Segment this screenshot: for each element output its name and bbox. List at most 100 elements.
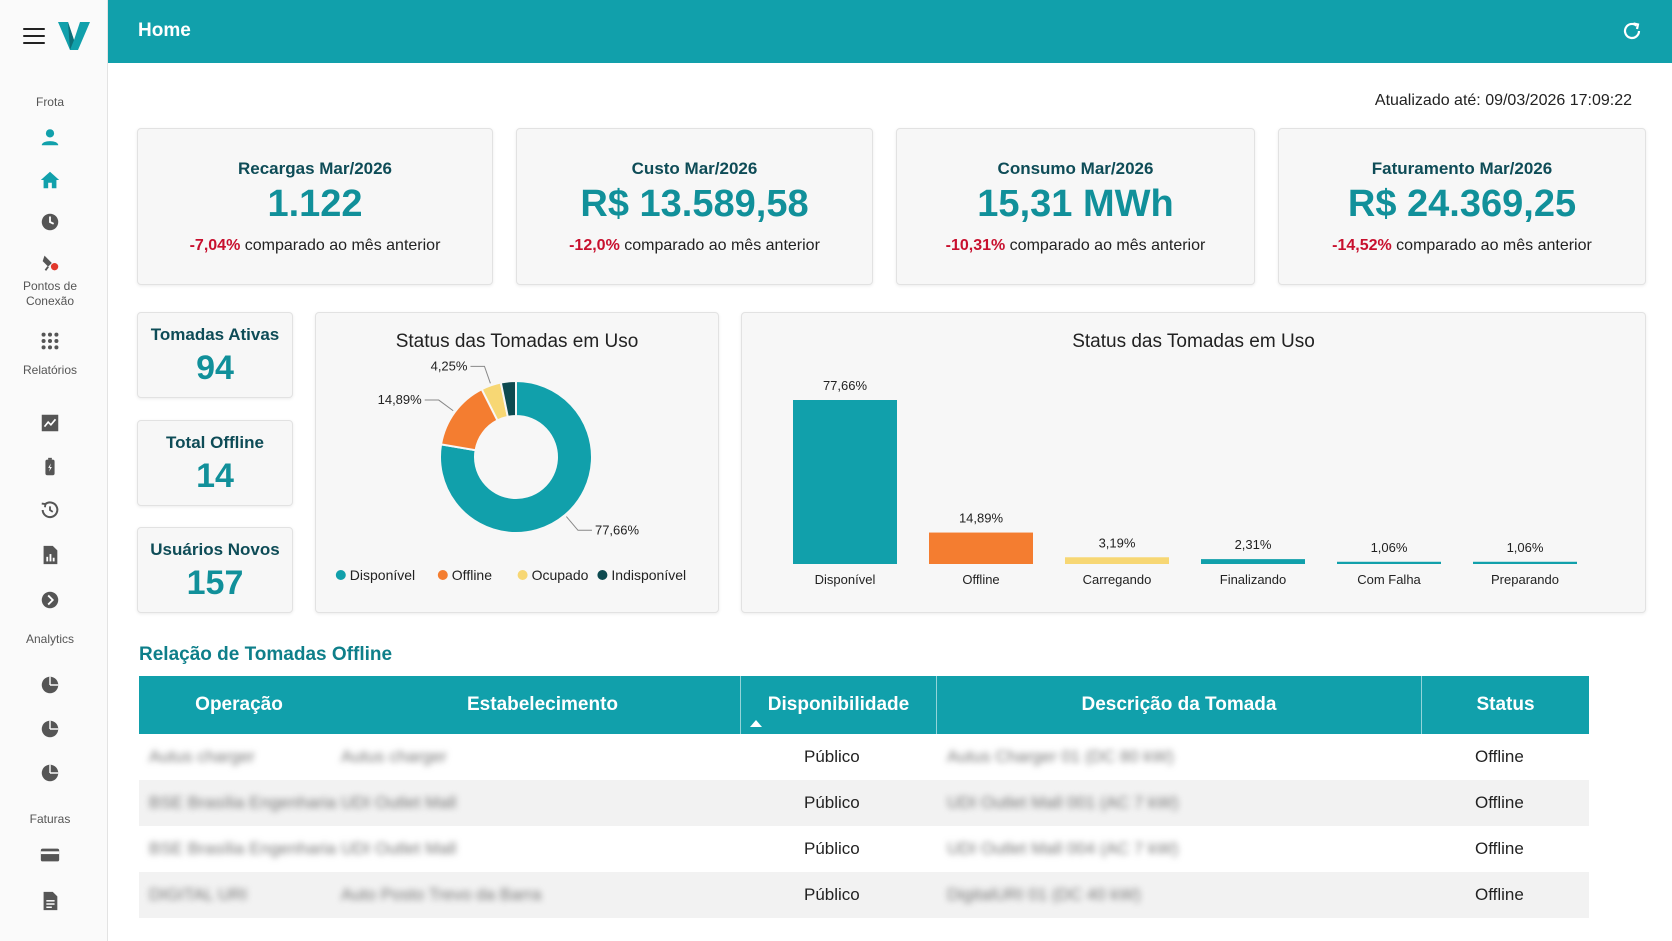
donut-leader-line: [424, 399, 454, 412]
document-chart-icon[interactable]: [36, 541, 64, 569]
stat-value: 94: [196, 349, 234, 387]
table-row[interactable]: BSE Brasília Engenharia UDI Outlet Mall …: [139, 780, 1589, 826]
table-header: Operação Estabelecimento Disponibilidade…: [139, 676, 1589, 734]
kpi-delta-text: comparado ao mês anterior: [619, 237, 820, 254]
grid-dots-icon[interactable]: [36, 327, 64, 355]
cell-status: Offline: [1475, 793, 1524, 812]
bar-data-label: 1,06%: [1507, 540, 1544, 555]
sidebar: Frota Pontos de Conexão Relatórios Analy…: [0, 0, 108, 941]
bar-category-label: Com Falha: [1357, 572, 1421, 587]
kpi-delta-percent: -12,0%: [569, 237, 620, 254]
bar-category-label: Finalizando: [1220, 572, 1287, 587]
cell-descricao: UDI Outlet Mall 001 (AC 7 kW): [947, 793, 1179, 812]
bar-data-label: 14,89%: [959, 511, 1004, 526]
bar-data-label: 77,66%: [823, 378, 868, 393]
donut-slice-indisponível[interactable]: [499, 379, 517, 419]
cell-status: Offline: [1475, 839, 1524, 858]
donut-slice-disponível[interactable]: [439, 379, 593, 534]
table-row[interactable]: DIGITAL URI Auto Posto Trevo da Barra Pú…: [139, 872, 1589, 918]
table-row[interactable]: BSE Brasília Engenharia UDI Outlet Mall …: [139, 826, 1589, 872]
sort-ascending-icon[interactable]: [749, 718, 763, 728]
kpi-card-custo: Custo Mar/2026 R$ 13.589,58 -12,0% compa…: [516, 128, 873, 285]
line-chart-icon[interactable]: [36, 409, 64, 437]
stat-value: 157: [186, 564, 244, 602]
plug-alert-icon[interactable]: [36, 249, 64, 277]
column-header-operacao[interactable]: Operação: [195, 694, 283, 715]
kpi-delta: -7,04% comparado ao mês anterior: [138, 237, 492, 255]
kpi-label: Recargas Mar/2026: [237, 159, 393, 178]
kpi-card-recargas: Recargas Mar/2026 1.122 -7,04% comparado…: [137, 128, 493, 285]
column-header-estabelecimento[interactable]: Estabelecimento: [467, 694, 618, 715]
pie-chart-icon[interactable]: [36, 715, 64, 743]
cell-disponibilidade: Público: [804, 793, 860, 812]
history-icon[interactable]: [36, 496, 64, 524]
battery-charge-icon[interactable]: [36, 453, 64, 481]
user-icon[interactable]: [36, 123, 64, 151]
pie-chart-icon[interactable]: [36, 671, 64, 699]
kpi-delta-text: comparado ao mês anterior: [1005, 237, 1206, 254]
bar-preparando[interactable]: [1473, 561, 1577, 564]
cell-status: Offline: [1475, 885, 1524, 904]
stat-label: Usuários Novos: [150, 540, 280, 559]
brand-logo: [58, 22, 90, 50]
cell-operacao: BSE Brasília Engenharia: [149, 839, 337, 858]
menu-icon[interactable]: [23, 28, 45, 44]
sidebar-section-analytics: Analytics: [25, 632, 75, 646]
bar-offline[interactable]: [929, 532, 1033, 564]
legend-item-ocupado[interactable]: Ocupado: [532, 567, 589, 583]
legend-item-disponível[interactable]: Disponível: [350, 567, 415, 583]
column-header-descricao[interactable]: Descrição da Tomada: [936, 676, 1421, 734]
stat-card-tomadas-ativas: Tomadas Ativas 94: [137, 312, 293, 398]
bar-com-falha[interactable]: [1337, 561, 1441, 564]
kpi-delta-text: comparado ao mês anterior: [240, 237, 441, 254]
cell-descricao: UDI Outlet Mall 004 (AC 7 kW): [947, 839, 1179, 858]
column-header-status[interactable]: Status: [1421, 676, 1589, 734]
bar-category-label: Disponível: [815, 572, 876, 587]
kpi-label: Faturamento Mar/2026: [1371, 159, 1553, 178]
kpi-delta: -12,0% comparado ao mês anterior: [517, 237, 872, 255]
credit-card-icon[interactable]: [36, 841, 64, 869]
kpi-delta: -10,31% comparado ao mês anterior: [897, 237, 1254, 255]
invoice-icon[interactable]: [36, 887, 64, 915]
arrow-circle-icon[interactable]: [36, 586, 64, 614]
clock-icon[interactable]: [36, 208, 64, 236]
cell-estabelecimento: UDI Outlet Mall: [341, 793, 457, 812]
bar-carregando[interactable]: [1065, 557, 1169, 564]
cell-operacao: DIGITAL URI: [149, 885, 248, 904]
top-bar: Home: [108, 0, 1672, 63]
sidebar-section-pontos: Pontos de Conexão: [22, 279, 78, 308]
refresh-icon[interactable]: [1620, 19, 1644, 43]
offline-table: Operação Estabelecimento Disponibilidade…: [139, 676, 1589, 918]
legend-item-indisponível[interactable]: Indisponível: [611, 567, 686, 583]
kpi-delta-percent: -10,31%: [945, 237, 1006, 254]
legend-item-offline[interactable]: Offline: [452, 567, 492, 583]
stat-value: 14: [196, 457, 234, 495]
column-header-disponibilidade[interactable]: Disponibilidade: [740, 676, 936, 734]
donut-leader-line: [565, 516, 592, 531]
cell-descricao: DigitalURI 01 (DC 40 kW): [947, 885, 1141, 904]
bar-category-label: Carregando: [1083, 572, 1152, 587]
stat-label: Tomadas Ativas: [150, 325, 280, 344]
kpi-delta-percent: -14,52%: [1332, 237, 1392, 254]
kpi-label: Consumo Mar/2026: [997, 159, 1154, 178]
page-title: Home: [138, 20, 191, 41]
table-row[interactable]: Autus charger Autus charger Público Autu…: [139, 734, 1589, 780]
cell-disponibilidade: Público: [804, 885, 860, 904]
cell-estabelecimento: Auto Posto Trevo da Barra: [341, 885, 542, 904]
pie-chart-icon[interactable]: [36, 759, 64, 787]
kpi-value: 1.122: [267, 183, 363, 225]
bar-finalizando[interactable]: [1201, 559, 1305, 564]
bar-data-label: 1,06%: [1371, 540, 1408, 555]
stat-label: Total Offline: [166, 433, 264, 452]
kpi-value: R$ 24.369,25: [1347, 183, 1577, 225]
cell-descricao: Autus Charger 01 (DC 80 kW): [947, 747, 1174, 766]
stat-card-total-offline: Total Offline 14: [137, 420, 293, 506]
donut-data-label: 4,25%: [431, 358, 468, 373]
cell-disponibilidade: Público: [804, 839, 860, 858]
legend-swatch: [517, 570, 528, 580]
cell-status: Offline: [1475, 747, 1524, 766]
bar-chart: 77,66% Disponível 14,89% Offline 3,19% Carreg…: [793, 378, 1577, 587]
cell-estabelecimento: Autus charger: [341, 747, 447, 766]
bar-disponível[interactable]: [793, 400, 897, 564]
home-icon[interactable]: [36, 166, 64, 194]
